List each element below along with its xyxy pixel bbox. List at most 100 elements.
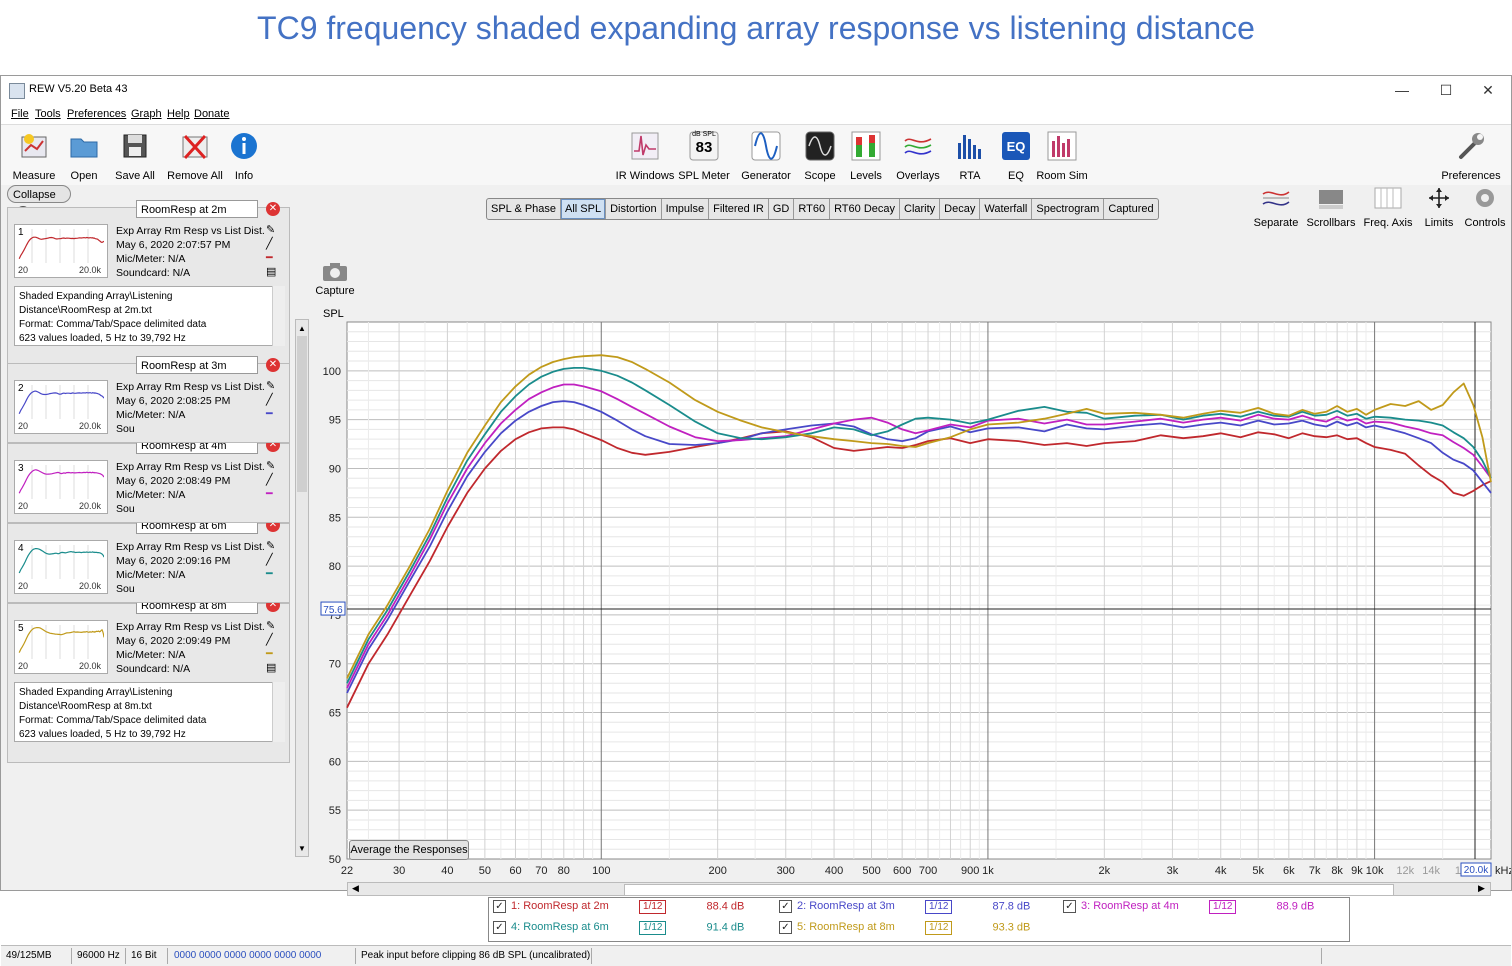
measurement-card[interactable]: RoomResp at 8m ✕ 5 20 20.0k Exp Array Rm Resp… [7,596,290,763]
panel-scrollbar[interactable]: ▲ ▼ [295,319,309,857]
notes-icon[interactable]: ▤ [266,266,277,278]
save-all-button[interactable]: Save All [105,129,165,182]
remove-all-button[interactable]: Remove All [165,129,225,182]
legend-item[interactable]: ✓ 5: RoomResp at 8m 1/12 93.3 dB [779,921,1030,939]
minimize-button[interactable]: — [1395,82,1409,98]
smoothing-badge[interactable]: 1/12 [639,921,667,936]
legend-checkbox[interactable]: ✓ [779,900,792,913]
separate-button[interactable]: Separate [1247,184,1305,229]
notes-scrollbar[interactable] [272,682,285,742]
legend-checkbox[interactable]: ✓ [1063,900,1076,913]
scroll-up-icon[interactable]: ▲ [298,324,306,333]
measurement-notes[interactable]: Shaded Expanding Array\Listening Distance… [14,682,276,742]
tab-decay[interactable]: Decay [940,199,981,219]
color-icon[interactable]: ━ [266,568,273,580]
pen-icon[interactable]: ╱ [266,238,273,250]
delete-measurement-icon[interactable]: ✕ [266,358,280,372]
edit-measurement-icon[interactable]: ✎ [266,224,276,236]
pen-icon[interactable]: ╱ [266,634,273,646]
menu-file[interactable]: File [11,108,29,120]
capture-button[interactable]: Capture [313,262,357,297]
color-icon[interactable]: ━ [266,408,273,420]
scroll-right-icon[interactable]: ▶ [1478,883,1485,893]
color-icon[interactable]: ━ [266,648,273,660]
measurement-name-field[interactable]: RoomResp at 3m [136,356,258,374]
legend-item[interactable]: ✓ 2: RoomResp at 3m 1/12 87.8 dB [779,900,1030,918]
scrollbars-button[interactable]: Scrollbars [1302,184,1360,229]
rta-button[interactable]: RTA [940,129,1000,182]
measurement-card[interactable]: RoomResp at 4m ✕ 3 20 20.0k Exp Array Rm Resp… [7,436,290,523]
overlays-button[interactable]: Overlays [888,129,948,182]
tab-spectrogram[interactable]: Spectrogram [1032,199,1105,219]
notes-scrollbar[interactable] [272,286,285,346]
close-button[interactable]: ✕ [1482,82,1494,98]
limits-button[interactable]: Limits [1410,184,1468,229]
notes-icon[interactable]: ▤ [266,662,277,674]
menu-donate[interactable]: Donate [194,108,230,120]
open-button[interactable]: Open [54,129,114,182]
frequency-scrollbar[interactable]: ◀ ▶ [347,882,1491,896]
levels-button[interactable]: Levels [836,129,896,182]
menu-preferences[interactable]: Preferences [67,108,127,120]
smoothing-badge[interactable]: 1/12 [925,900,953,915]
menu-tools[interactable]: Tools [35,108,61,120]
preferences-button[interactable]: Preferences [1441,129,1501,182]
measurement-notes[interactable]: Shaded Expanding Array\Listening Distance… [14,286,276,346]
measurement-card[interactable]: RoomResp at 3m ✕ 2 20 20.0k Exp Array Rm Resp… [7,356,290,443]
smoothing-badge[interactable]: 1/12 [925,921,953,936]
scope-button[interactable]: Scope [790,129,850,182]
pen-icon[interactable]: ╱ [266,474,273,486]
eq-button[interactable]: EQ EQ [986,129,1046,182]
tab-spl-phase[interactable]: SPL & Phase [487,199,562,219]
smoothing-badge[interactable]: 1/12 [639,900,667,915]
frequency-scroll-thumb[interactable] [624,884,1394,896]
tab-distortion[interactable]: Distortion [606,199,662,219]
legend-item[interactable]: ✓ 3: RoomResp at 4m 1/12 88.9 dB [1063,900,1314,918]
legend-checkbox[interactable]: ✓ [493,900,506,913]
tab-captured[interactable]: Captured [1108,203,1154,215]
tab-filtered-ir[interactable]: Filtered IR [709,199,769,219]
delete-measurement-icon[interactable]: ✕ [266,202,280,216]
tab-rt60[interactable]: RT60 [794,199,831,219]
menu-graph[interactable]: Graph [131,108,162,120]
plot-area[interactable] [346,321,1492,860]
color-icon[interactable]: ━ [266,488,273,500]
freq-axis-button[interactable]: Freq. Axis [1359,184,1417,229]
edit-measurement-icon[interactable]: ✎ [266,540,276,552]
legend-checkbox[interactable]: ✓ [493,921,506,934]
measurement-name-field[interactable]: RoomResp at 2m [136,200,258,218]
measurement-card[interactable]: RoomResp at 2m ✕ 1 20 20.0k Exp Array Rm Resp… [7,200,290,367]
smoothing-badge[interactable]: 1/12 [1209,900,1237,915]
edit-measurement-icon[interactable]: ✎ [266,460,276,472]
legend-checkbox[interactable]: ✓ [779,921,792,934]
controls-button[interactable]: Controls [1456,184,1512,229]
measurement-card[interactable]: RoomResp at 6m ✕ 4 20 20.0k Exp Array Rm Resp… [7,516,290,603]
pen-icon[interactable]: ╱ [266,554,273,566]
tab-all-spl[interactable]: All SPL [561,199,607,219]
spl-meter-button[interactable]: dB SPL 83 SPL Meter [674,129,734,182]
room-sim-button[interactable]: Room Sim [1032,129,1092,182]
panel-scroll-thumb[interactable] [297,336,307,492]
edit-measurement-icon[interactable]: ✎ [266,380,276,392]
generator-button[interactable]: Generator [736,129,796,182]
scroll-left-icon[interactable]: ◀ [352,883,359,893]
tab-clarity[interactable]: Clarity [900,199,941,219]
scroll-down-icon[interactable]: ▼ [298,844,306,853]
legend-item[interactable]: ✓ 1: RoomResp at 2m 1/12 88.4 dB [493,900,744,918]
tab-gd[interactable]: GD [769,199,795,219]
collapse-button[interactable]: Collapse « [7,185,71,220]
measure-button[interactable]: Measure [4,129,64,182]
tab-rt60-decay[interactable]: RT60 Decay [830,199,900,219]
average-responses-button[interactable]: Average the Responses [349,840,469,860]
maximize-button[interactable]: ☐ [1439,82,1453,98]
tab-impulse[interactable]: Impulse [662,199,710,219]
tab-waterfall[interactable]: Waterfall [980,199,1033,219]
color-icon[interactable]: ━ [266,252,273,264]
edit-measurement-icon[interactable]: ✎ [266,620,276,632]
info-button[interactable]: Info [214,129,274,182]
pen-icon[interactable]: ╱ [266,394,273,406]
ir-windows-button[interactable]: IR Windows [615,129,675,182]
menu-help[interactable]: Help [167,108,190,120]
legend-item[interactable]: ✓ 4: RoomResp at 6m 1/12 91.4 dB [493,921,744,939]
